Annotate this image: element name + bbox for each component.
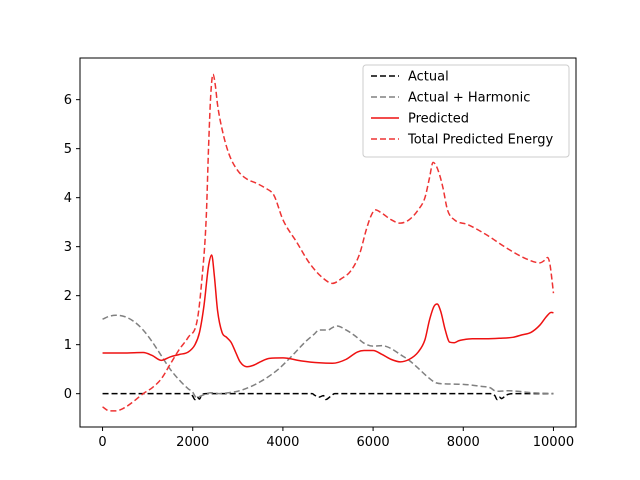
y-tick-label: 2 bbox=[64, 289, 72, 304]
legend: Actual Actual + Harmonic Predicted Total Pr… bbox=[362, 64, 570, 158]
x-tick-label: 0 bbox=[98, 435, 106, 450]
legend-label-predicted: Predicted bbox=[408, 112, 469, 127]
x-tick-label: 10000 bbox=[533, 435, 574, 450]
y-tick-label: 0 bbox=[64, 387, 72, 402]
x-tick-label: 2000 bbox=[176, 435, 209, 450]
legend-label-total-predicted-energy: Total Predicted Energy bbox=[407, 133, 553, 148]
y-tick-label: 3 bbox=[64, 240, 72, 255]
series-layer bbox=[102, 73, 555, 412]
series-line-predicted bbox=[102, 254, 554, 368]
y-tick-label: 4 bbox=[64, 191, 72, 206]
series-line-total-predicted-energy bbox=[102, 73, 555, 412]
legend-label-actual: Actual bbox=[408, 70, 449, 85]
x-tick-label: 4000 bbox=[266, 435, 299, 450]
series-line-actual bbox=[102, 392, 554, 401]
y-tick-label: 1 bbox=[64, 338, 72, 353]
y-tick-label: 6 bbox=[64, 93, 72, 108]
series-line-actual-harmonic bbox=[102, 314, 554, 399]
legend-box bbox=[362, 64, 570, 158]
legend-label-actual-harmonic: Actual + Harmonic bbox=[408, 91, 530, 106]
axes-layer: 0 2000 4000 6000 8000 10000 0 1 2 3 4 5 6 bbox=[64, 93, 574, 450]
plot-frame bbox=[79, 57, 577, 428]
x-tick-label: 6000 bbox=[357, 435, 390, 450]
x-tick-label: 8000 bbox=[447, 435, 480, 450]
y-tick-label: 5 bbox=[64, 142, 72, 157]
